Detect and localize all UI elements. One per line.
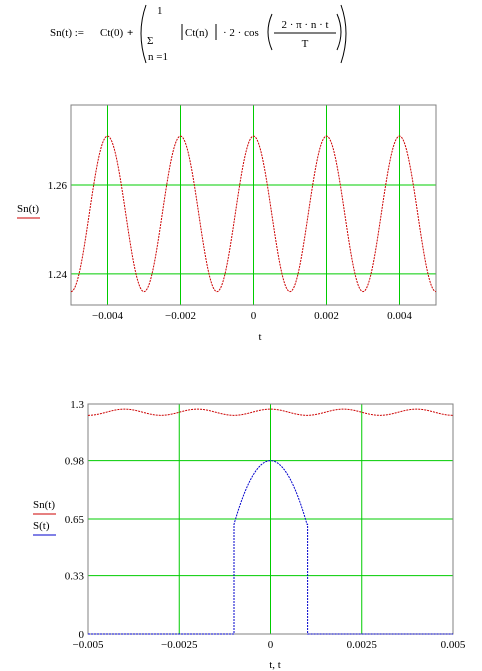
- y-tick-label: 0.98: [65, 456, 85, 468]
- x-tick-label: 0.0025: [347, 639, 378, 651]
- formula-left-paren: [140, 4, 147, 64]
- formula-cos-left-paren: [267, 13, 273, 51]
- formula-frac-den: T: [302, 38, 309, 50]
- formula-plus: +: [127, 27, 133, 39]
- formula-definition: Sn(t) := Ct(0) + 1 Σ n =1 Ct(n) · 2 · co…: [50, 4, 347, 64]
- plot-sn-x-label: t: [258, 331, 261, 343]
- y-tick-label: 1.3: [70, 399, 84, 411]
- y-tick-label: 1.26: [48, 180, 68, 192]
- formula-sum-lower: n =1: [148, 51, 168, 63]
- y-tick-label: 1.24: [48, 269, 68, 281]
- x-tick-label: 0.004: [387, 310, 412, 322]
- formula-abs-term: Ct(n): [185, 27, 209, 39]
- y-tick-label: 0.65: [65, 514, 85, 526]
- plot-sn-s-frame: [87, 403, 454, 635]
- plot-sn-frame: [70, 104, 437, 306]
- series-s: [88, 460, 453, 635]
- formula-right-paren: [340, 4, 347, 64]
- plot-sn-s-legend-sn: Sn(t): [33, 499, 55, 511]
- x-tick-label: −0.002: [165, 310, 196, 322]
- x-tick-label: −0.0025: [161, 639, 198, 651]
- formula-frac-num: 2 · π · n · t: [281, 19, 328, 31]
- formula-sum-upper: 1: [157, 5, 163, 17]
- x-tick-label: −0.005: [73, 639, 104, 651]
- x-tick-label: 0.005: [441, 639, 466, 651]
- x-tick-label: −0.004: [92, 310, 123, 322]
- y-tick-label: 0.33: [65, 571, 85, 583]
- plot-sn-s-y-ticks: 0 0.33 0.65 0.98 1.3: [65, 399, 85, 641]
- series-sn: [70, 135, 437, 293]
- plot-sn-s-x-ticks: −0.005 −0.0025 0 0.0025 0.005: [73, 639, 466, 651]
- plot-sn-legend-sn: Sn(t): [17, 203, 39, 215]
- formula-times2: · 2 · cos: [223, 27, 259, 39]
- formula-cos-right-paren: [336, 13, 342, 51]
- x-tick-label: 0: [268, 639, 274, 651]
- plot-sn-grid: [71, 105, 436, 305]
- formula-ct0: Ct(0): [100, 27, 124, 39]
- plot-sn-y-ticks: 1.24 1.26: [48, 180, 68, 281]
- x-tick-label: 0: [251, 310, 257, 322]
- x-tick-label: 0.002: [314, 310, 339, 322]
- plot-sn-s[interactable]: −0.005 −0.0025 0 0.0025 0.005 0 0.33 0.65 0.98 1…: [0, 392, 482, 671]
- y-tick-label: 0: [79, 629, 85, 641]
- plot-sn-s-x-label: t, t: [269, 659, 281, 671]
- plot-sn-s-legend-s: S(t): [33, 520, 50, 532]
- plot-sn-x-ticks: −0.004 −0.002 0 0.002 0.004: [92, 310, 412, 322]
- plot-sn[interactable]: −0.004 −0.002 0 0.002 0.004 1.24 1.26 t Sn(t): [0, 100, 482, 350]
- series-sn: [88, 408, 453, 416]
- plot-sn-s-grid: [88, 404, 453, 634]
- sigma-icon: Σ: [147, 35, 153, 47]
- formula-lhs: Sn(t) :=: [50, 27, 84, 39]
